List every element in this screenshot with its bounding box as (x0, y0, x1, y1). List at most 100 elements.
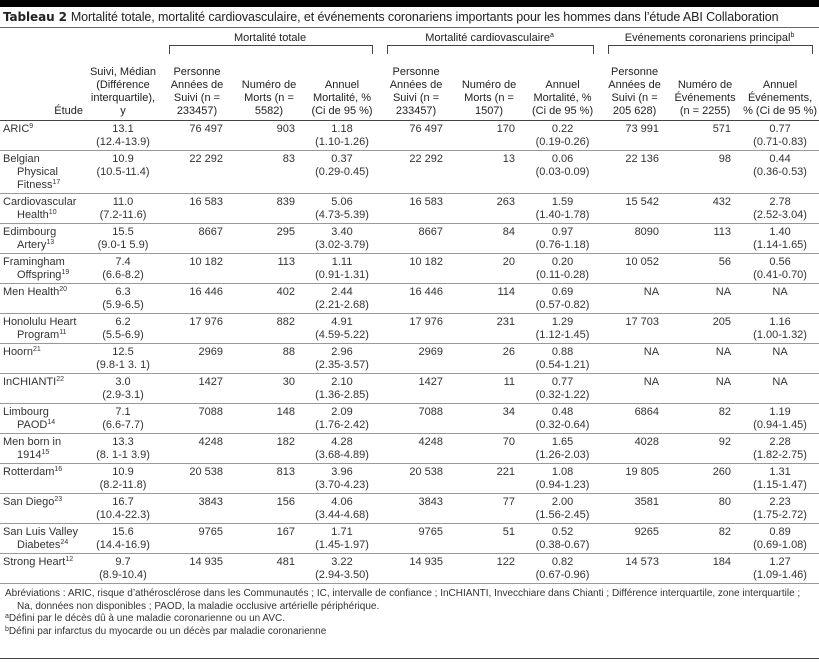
table-cell: 76 497 (379, 120, 454, 151)
table-cell: 571 (669, 120, 742, 151)
table-cell: 2.23 (1.75-2.72) (741, 493, 819, 524)
table-cell: 13 (453, 150, 526, 194)
table-cell: 2.28 (1.82-2.75) (741, 433, 819, 464)
table-cell: 3.40 (3.02-3.79) (305, 223, 380, 254)
table-cell: 80 (669, 493, 742, 524)
table-row: InCHIANTI22 3.0 (2.9-3.1) 1427 30 2.10 (1.36… (0, 373, 819, 404)
table-cell: 295 (233, 223, 305, 254)
table-cell: 813 (233, 463, 305, 494)
table-cell: NA (600, 343, 670, 374)
study-name: Limbourg PAOD14 (0, 403, 85, 434)
table-cell: 0.89 (0.69-1.08) (741, 523, 819, 554)
table-cell: 1.27 (1.09-1.46) (741, 553, 819, 584)
table-cell: 7088 (379, 403, 454, 434)
table-row: San Diego23 16.7 (10.4-22.3) 3843 156 4.06 (… (0, 493, 819, 524)
table-cell: 2.44 (2.21-2.68) (305, 283, 380, 314)
table-cell: 20 (453, 253, 526, 284)
table-cell: 0.48 (0.32-0.64) (525, 403, 601, 434)
abbreviations-note: Abréviations : ARIC, risque d’athérosclé… (5, 588, 801, 612)
table-cell: 98 (669, 150, 742, 194)
table-cell: 16 583 (161, 193, 233, 224)
table-cell: 9765 (161, 523, 233, 554)
table-cell: 231 (453, 313, 526, 344)
column-header: Numéro de Morts (n = 5582) (233, 56, 305, 121)
table-cell: 20 538 (161, 463, 233, 494)
table-cell: NA (600, 373, 670, 404)
table-cell: 70 (453, 433, 526, 464)
table-cell: 15.6 (14.4-16.9) (85, 523, 161, 554)
table-cell: 3.0 (2.9-3.1) (85, 373, 161, 404)
table-cell: 0.22 (0.19-0.26) (525, 120, 601, 151)
table-cell: 15 542 (600, 193, 670, 224)
table-cell: 170 (453, 120, 526, 151)
table-cell: 88 (233, 343, 305, 374)
data-table: Mortalité totale Mortalité cardiovascula… (0, 28, 819, 584)
table-cell: 1.11 (0.91-1.31) (305, 253, 380, 284)
group-header-row: Mortalité totale Mortalité cardiovascula… (0, 28, 819, 56)
reference-superscript: 15 (41, 449, 50, 456)
column-header: Annuel Mortalité, % (Ci de 95 %) (305, 56, 380, 121)
table-row: San Luis Valley Diabetes24 15.6 (14.4-16.… (0, 523, 819, 554)
table-cell: 0.69 (0.57-0.82) (525, 283, 601, 314)
table-cell: 6864 (600, 403, 670, 434)
reference-superscript: 22 (56, 376, 64, 383)
table-cell: 19 805 (600, 463, 670, 494)
table-cell: 7.1 (6.6-7.7) (85, 403, 161, 434)
table-cell: 0.77 (0.71-0.83) (741, 120, 819, 151)
group-bracket (169, 45, 374, 54)
footnote-b: bDéfini par infarctus du myocarde ou un … (5, 625, 327, 637)
table-cell: NA (669, 283, 742, 314)
table-cell: 2.09 (1.76-2.42) (305, 403, 380, 434)
table-cell: 0.82 (0.67-0.96) (525, 553, 601, 584)
table-cell: 82 (669, 523, 742, 554)
bottom-rule (0, 658, 819, 659)
reference-superscript: 24 (60, 539, 69, 546)
reference-superscript: 21 (32, 346, 41, 353)
table-cell: 5.06 (4.73-5.39) (305, 193, 380, 224)
table-cell: 9265 (600, 523, 670, 554)
footnotes: Abréviations : ARIC, risque d’athérosclé… (0, 584, 819, 638)
table-cell: 221 (453, 463, 526, 494)
table-cell: NA (669, 373, 742, 404)
table-number: Tableau 2 (3, 10, 67, 24)
table-cell: 3581 (600, 493, 670, 524)
reference-superscript: 13 (46, 239, 55, 246)
table-row: Honolulu Heart Program11 6.2 (5.5-6.9) 17 … (0, 313, 819, 344)
title-rule (0, 27, 819, 28)
table-cell: 3843 (379, 493, 454, 524)
table-cell: 0.77 (0.32-1.22) (525, 373, 601, 404)
group-bracket (387, 45, 595, 54)
reference-superscript: 9 (29, 123, 34, 130)
column-header: Annuel Mortalité, % (Ci de 95 %) (525, 56, 601, 121)
table-row: Rotterdam16 10.9 (8.2-11.8) 20 538 813 3.96 … (0, 463, 819, 494)
table-cell: 205 (669, 313, 742, 344)
table-cell: 903 (233, 120, 305, 151)
table-cell: 14 935 (379, 553, 454, 584)
table-cell: 167 (233, 523, 305, 554)
study-name: InCHIANTI22 (0, 373, 85, 404)
table-cell: 10 182 (379, 253, 454, 284)
table-caption: Mortalité totale, mortalité cardiovascul… (70, 10, 779, 24)
table-cell: 7.4 (6.6-8.2) (85, 253, 161, 284)
column-header: Numéro de Morts (n = 1507) (453, 56, 526, 121)
table-cell: 8667 (379, 223, 454, 254)
study-name: Hoorn21 (0, 343, 85, 374)
table-cell: 4248 (161, 433, 233, 464)
table-cell: 13.1 (12.4-13.9) (85, 120, 161, 151)
study-name: Framingham Offspring19 (0, 253, 85, 284)
table-cell: 10.9 (10.5-11.4) (85, 150, 161, 194)
reference-superscript: 11 (59, 329, 67, 336)
table-cell: 1.08 (0.94-1.23) (525, 463, 601, 494)
column-header-row: Étude Suivi, Médian (Différence interquar… (0, 56, 819, 121)
table-cell: 56 (669, 253, 742, 284)
table-row: ARIC9 13.1 (12.4-13.9) 76 497 903 1.18 (1.10… (0, 120, 819, 151)
table-cell: 184 (669, 553, 742, 584)
group-total-mortality: Mortalité totale (161, 28, 379, 56)
table-cell: 260 (669, 463, 742, 494)
table-cell: 3.96 (3.70-4.23) (305, 463, 380, 494)
table-cell: 114 (453, 283, 526, 314)
table-cell: 0.97 (0.76-1.18) (525, 223, 601, 254)
table-cell: 22 292 (379, 150, 454, 194)
table-cell: 182 (233, 433, 305, 464)
table-cell: 14 573 (600, 553, 670, 584)
